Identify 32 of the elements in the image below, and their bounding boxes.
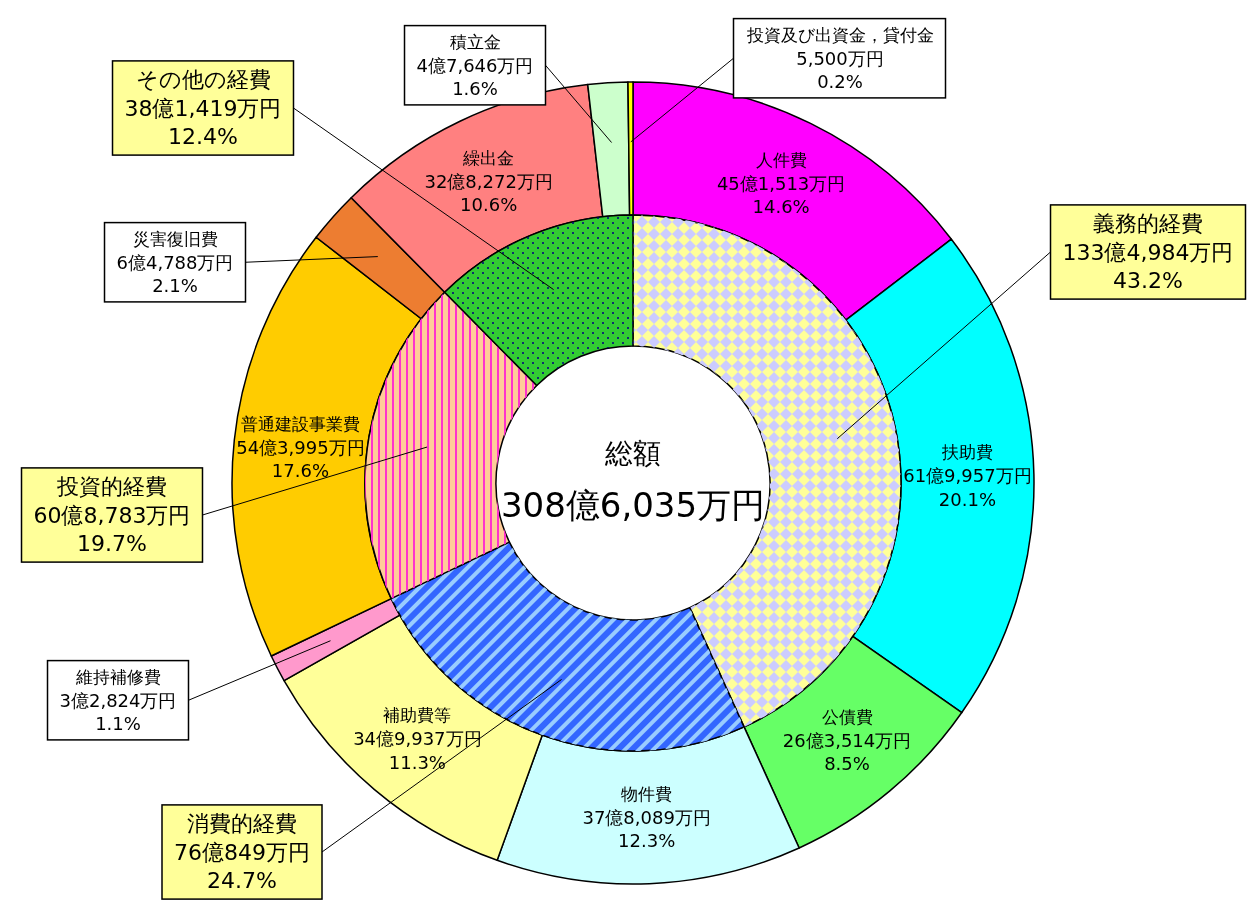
slice-label: 繰出金 bbox=[462, 147, 515, 168]
slice-label: 人件費 bbox=[755, 149, 807, 170]
slice-label: その他の経費 bbox=[135, 66, 271, 92]
slice-label: 維持補修費 bbox=[74, 666, 161, 687]
data-label: 4億7,646万円 1.6% bbox=[416, 54, 534, 99]
slice-label: 投資及び出資金，貸付金 bbox=[745, 24, 934, 45]
slice-label: 積立金 bbox=[449, 31, 501, 52]
data-label: 6億4,788万円 2.1% bbox=[116, 251, 234, 296]
text: 308億6,035万円 bbox=[500, 485, 766, 525]
slice-label: 消費的経費 bbox=[187, 810, 297, 836]
text: 総額 bbox=[604, 436, 661, 470]
data-label: 45億1,513万円 14.6% bbox=[716, 172, 846, 217]
data-label: 34億9,937万円 11.3% bbox=[353, 728, 482, 773]
data-label: 76億849万円 24.7% bbox=[174, 839, 310, 894]
slice-label: 扶助費 bbox=[940, 442, 993, 463]
slice-label: 災害復旧費 bbox=[132, 228, 218, 249]
slice-label: 補助費等 bbox=[383, 705, 452, 726]
data-label: 133億4,984万円 43.2% bbox=[1062, 239, 1234, 294]
data-label: 26億3,514万円 8.5% bbox=[782, 729, 912, 774]
data-label: 3億2,824万円 1.1% bbox=[59, 689, 177, 734]
slice-label: 物件費 bbox=[621, 783, 673, 804]
data-label: 61億9,957万円 20.1% bbox=[903, 465, 1032, 510]
data-label: 5,500万円 0.2% bbox=[796, 47, 884, 92]
data-label: 38億1,419万円 12.4% bbox=[124, 95, 282, 150]
data-label: 37億8,089万円 12.3% bbox=[582, 806, 711, 852]
data-label: 60億8,783万円 19.7% bbox=[33, 502, 191, 557]
data-label: 54億3,995万円 17.6% bbox=[236, 436, 365, 482]
slice-label: 義務的経費 bbox=[1093, 210, 1203, 236]
data-label: 32億8,272万円 10.6% bbox=[424, 170, 553, 216]
slice-label: 公債費 bbox=[821, 706, 873, 727]
slice-label: 普通建設事業費 bbox=[240, 413, 360, 434]
slice-label: 投資的経費 bbox=[56, 473, 167, 499]
